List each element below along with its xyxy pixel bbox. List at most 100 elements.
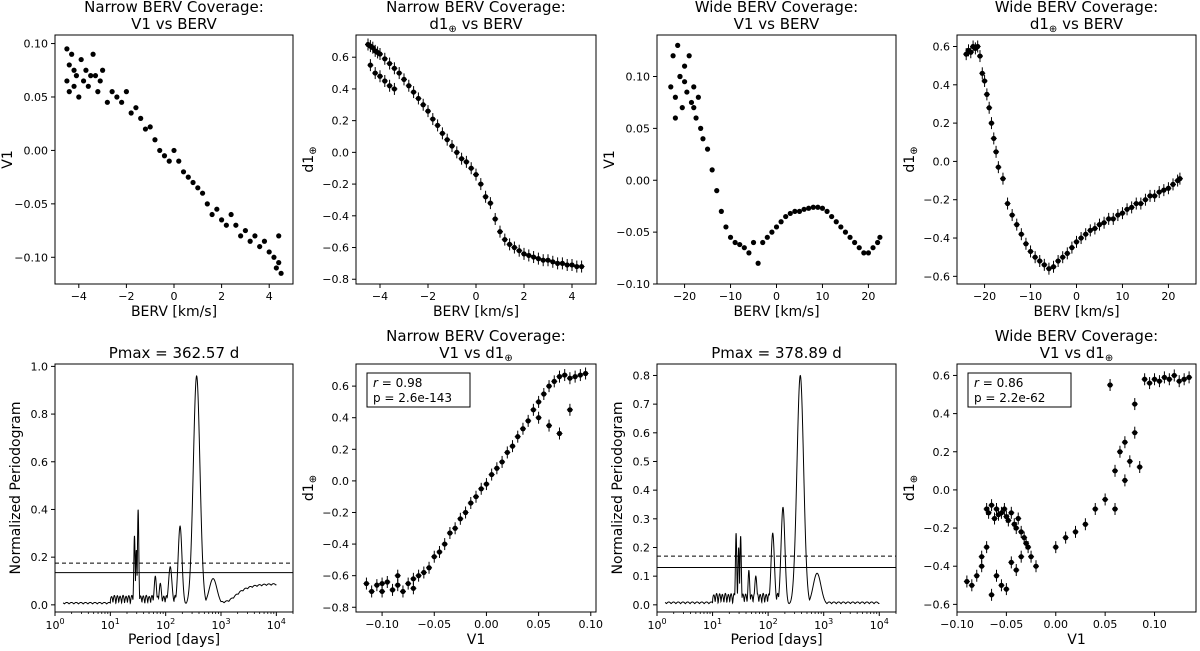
y-tick-label: −0.05 bbox=[14, 198, 48, 211]
x-tick-label: 0 bbox=[171, 290, 178, 303]
data-point bbox=[273, 265, 279, 271]
data-point bbox=[535, 256, 542, 262]
data-point bbox=[861, 250, 867, 256]
data-point bbox=[92, 73, 99, 79]
data-point bbox=[420, 102, 426, 108]
data-point bbox=[431, 554, 437, 560]
axes-frame bbox=[355, 34, 597, 285]
data-point bbox=[718, 208, 724, 214]
data-point bbox=[190, 179, 196, 186]
data-point bbox=[1161, 374, 1167, 380]
data-point bbox=[963, 51, 969, 57]
y-tick-label: 0.4 bbox=[933, 408, 951, 421]
periodogram-line bbox=[664, 374, 880, 605]
subplot-1: Narrow BERV Coverage:V1 vs BERV −4 −2 0 2 4 −0… bbox=[0, 0, 294, 320]
chart-title: Narrow BERV Coverage: bbox=[386, 0, 566, 16]
data-point bbox=[727, 234, 734, 240]
x-tick-label: −0.10 bbox=[940, 618, 974, 631]
data-point bbox=[688, 99, 695, 106]
subplot-5: Pmax = 362.57 d 100 101 102 103 104 0.0 0.2 0.4 0… bbox=[8, 344, 294, 648]
data-point bbox=[714, 188, 720, 194]
data-point bbox=[681, 63, 688, 69]
x-axis-label: BERV [km/s] bbox=[433, 304, 519, 320]
data-point bbox=[462, 509, 469, 516]
plot-area bbox=[963, 369, 1193, 601]
data-point bbox=[478, 181, 484, 187]
data-point bbox=[473, 171, 479, 178]
data-point bbox=[704, 146, 711, 152]
data-point bbox=[104, 99, 110, 105]
data-point bbox=[764, 234, 770, 240]
data-point bbox=[1008, 510, 1014, 516]
data-point bbox=[1041, 262, 1047, 268]
data-point bbox=[1027, 248, 1034, 255]
data-point bbox=[233, 222, 239, 228]
x-tick-label: 103 bbox=[814, 617, 833, 632]
data-point bbox=[487, 200, 493, 206]
data-point bbox=[1166, 376, 1172, 382]
data-point bbox=[1151, 376, 1158, 382]
y-tick-label: −0.2 bbox=[322, 506, 349, 519]
data-point bbox=[531, 254, 537, 260]
data-point bbox=[504, 449, 510, 456]
data-point bbox=[875, 239, 881, 246]
data-point bbox=[577, 372, 583, 378]
data-point bbox=[877, 234, 883, 240]
data-point bbox=[391, 86, 397, 92]
data-point bbox=[1129, 204, 1135, 210]
chart-title: Narrow BERV Coverage: bbox=[84, 0, 264, 16]
data-point bbox=[405, 580, 411, 587]
data-point bbox=[454, 149, 460, 155]
data-point bbox=[426, 565, 432, 571]
y-tick-label: 0.0 bbox=[933, 155, 951, 168]
data-point bbox=[691, 84, 697, 90]
data-point bbox=[271, 254, 277, 260]
data-point bbox=[109, 89, 115, 95]
y-tick-label: 0.2 bbox=[933, 117, 951, 130]
data-point bbox=[567, 407, 573, 413]
data-point bbox=[1122, 477, 1128, 483]
data-point bbox=[209, 211, 215, 218]
data-point bbox=[773, 224, 780, 230]
axes-frame bbox=[656, 363, 897, 613]
data-point bbox=[977, 53, 983, 59]
data-point bbox=[783, 213, 789, 220]
x-tick-label: 0.10 bbox=[579, 618, 604, 631]
data-point bbox=[384, 579, 390, 585]
plot-area bbox=[55, 375, 293, 605]
x-tick-label: 0 bbox=[1073, 290, 1080, 303]
chart-title: Wide BERV Coverage: bbox=[695, 0, 859, 16]
data-point bbox=[979, 554, 985, 560]
y-tick-label: 0.6 bbox=[332, 380, 350, 393]
data-point bbox=[995, 164, 1001, 170]
x-tick-label: −10 bbox=[719, 290, 742, 303]
data-point bbox=[1064, 250, 1070, 256]
p-value: p = 2.6e-143 bbox=[373, 391, 452, 405]
data-point bbox=[741, 245, 747, 251]
data-point bbox=[1122, 439, 1128, 445]
axes-frame bbox=[956, 363, 1197, 613]
data-point bbox=[1013, 567, 1019, 573]
data-point bbox=[410, 576, 416, 582]
x-tick-label: 0.00 bbox=[474, 618, 499, 631]
chart-title: d1⊕ vs BERV bbox=[1030, 15, 1124, 35]
data-point bbox=[1137, 464, 1143, 470]
plot-area bbox=[963, 40, 1183, 275]
y-tick-label: 0.4 bbox=[332, 83, 350, 96]
data-point bbox=[530, 407, 536, 413]
data-point bbox=[73, 73, 80, 79]
data-point bbox=[1055, 258, 1061, 264]
data-point bbox=[278, 270, 284, 276]
p-value: p = 2.2e-62 bbox=[974, 391, 1045, 405]
data-point bbox=[276, 260, 282, 266]
subplot-6: Narrow BERV Coverage:V1 vs d1⊕ −0.10 −0.05… bbox=[301, 327, 604, 648]
data-point bbox=[824, 208, 830, 214]
data-point bbox=[66, 89, 72, 95]
data-point bbox=[219, 217, 225, 223]
data-point bbox=[1156, 378, 1163, 384]
data-point bbox=[559, 260, 566, 266]
data-point bbox=[991, 515, 998, 522]
y-tick-label: −0.10 bbox=[14, 251, 48, 264]
data-point bbox=[238, 233, 244, 239]
data-point bbox=[574, 263, 580, 270]
